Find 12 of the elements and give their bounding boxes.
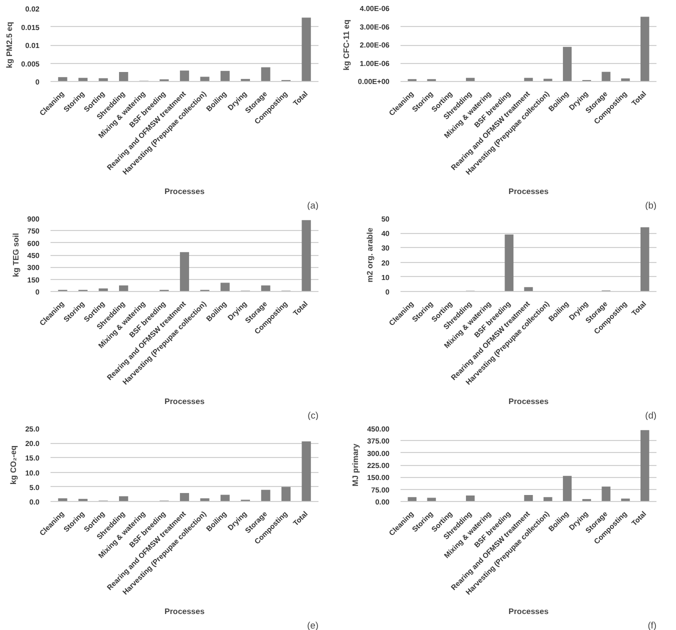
y-axis-title: kg CFC-11 eq xyxy=(342,20,351,70)
y-axis-title: m2 org. arable xyxy=(365,227,374,282)
x-axis-title: Processes xyxy=(164,186,206,196)
y-axis-title: kg TEG soil xyxy=(11,232,20,278)
x-axis-title: Processes xyxy=(508,186,550,196)
y-axis-title: kg PM2.5 eq xyxy=(5,22,14,68)
x-axis-title: Processes xyxy=(508,396,550,406)
y-axis-title: MJ primary xyxy=(351,443,360,486)
x-axis-title: Processes xyxy=(164,396,206,406)
y-axis-title: kg CO₂-eq xyxy=(9,445,18,485)
x-axis-title: Processes xyxy=(508,606,550,616)
x-axis-title: Processes xyxy=(164,606,206,616)
